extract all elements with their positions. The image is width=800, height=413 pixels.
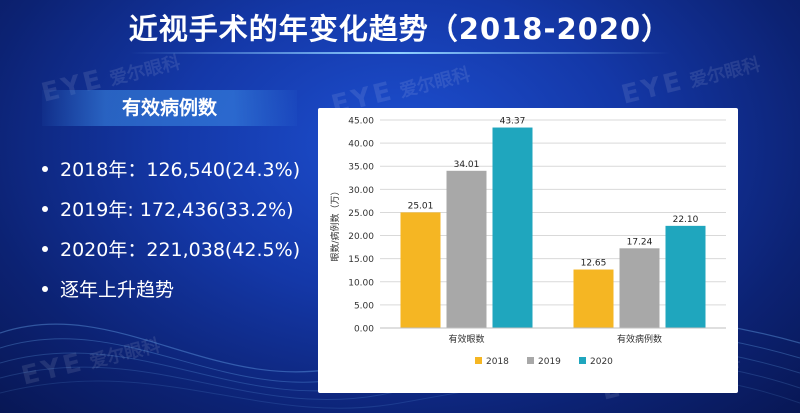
watermark-eye-text: EYE — [618, 66, 688, 111]
legend-swatch-2020 — [579, 357, 586, 364]
chart-panel: 0.00 5.00 10.00 15.00 20.00 25.00 30.00 35.00 40… — [318, 108, 738, 393]
y-tick-label: 40.00 — [348, 140, 374, 150]
x-category-label: 有效病例数 — [617, 333, 662, 345]
bullet-trend: 逐年上升趋势 — [42, 270, 300, 310]
y-tick-label: 30.00 — [348, 186, 374, 196]
bar-value-label: 22.10 — [673, 215, 699, 225]
x-category-label: 有效眼数 — [448, 333, 484, 345]
bar-2019 — [619, 248, 660, 328]
legend-label-2019: 2019 — [538, 357, 561, 367]
stats-bullet-list: 2018年：126,540(24.3%) 2019年: 172,436(33.2… — [42, 150, 300, 310]
y-tick-label: 0.00 — [354, 325, 374, 335]
y-tick-label: 5.00 — [354, 301, 374, 311]
watermark-brand-text: 爱尔眼科 — [397, 64, 473, 102]
watermark-brand-text: 爱尔眼科 — [687, 54, 763, 92]
y-tick-label: 10.00 — [348, 278, 374, 288]
page-title: 近视手术的年变化趋势（2018-2020） — [128, 12, 672, 46]
y-tick-label: 15.00 — [348, 255, 374, 265]
bar-2020 — [665, 225, 706, 328]
title-divider — [130, 52, 670, 54]
bar-2018 — [400, 212, 441, 328]
y-tick-label: 35.00 — [348, 163, 374, 173]
bar-value-label: 43.37 — [500, 117, 526, 127]
watermark-brand-text: 爱尔眼科 — [107, 52, 183, 90]
section-subtitle: 有效病例数 — [42, 90, 297, 126]
y-tick-label: 25.00 — [348, 209, 374, 219]
watermark-logo: EYE爱尔眼科 — [618, 47, 763, 111]
bullet-2018: 2018年：126,540(24.3%) — [42, 150, 300, 190]
y-tick-label: 20.00 — [348, 232, 374, 242]
bar-value-label: 34.01 — [454, 160, 480, 170]
bar-chart: 0.00 5.00 10.00 15.00 20.00 25.00 30.00 35.00 40… — [329, 117, 726, 367]
bullet-2020: 2020年：221,038(42.5%) — [42, 230, 300, 270]
legend-label-2018: 2018 — [486, 357, 509, 367]
bar-2020 — [492, 127, 533, 328]
bar-value-label: 12.65 — [581, 259, 607, 269]
y-tick-label: 45.00 — [348, 117, 374, 127]
bullet-2019: 2019年: 172,436(33.2%) — [42, 190, 300, 230]
bar-value-label: 25.01 — [408, 201, 434, 211]
legend-swatch-2018 — [475, 357, 482, 364]
bar-2018 — [573, 269, 614, 328]
bar-2019 — [446, 170, 487, 328]
legend-label-2020: 2020 — [590, 357, 613, 367]
bar-value-label: 17.24 — [627, 237, 653, 247]
legend-swatch-2019 — [527, 357, 534, 364]
y-axis-label: 眼数/病例数（万） — [329, 186, 341, 261]
